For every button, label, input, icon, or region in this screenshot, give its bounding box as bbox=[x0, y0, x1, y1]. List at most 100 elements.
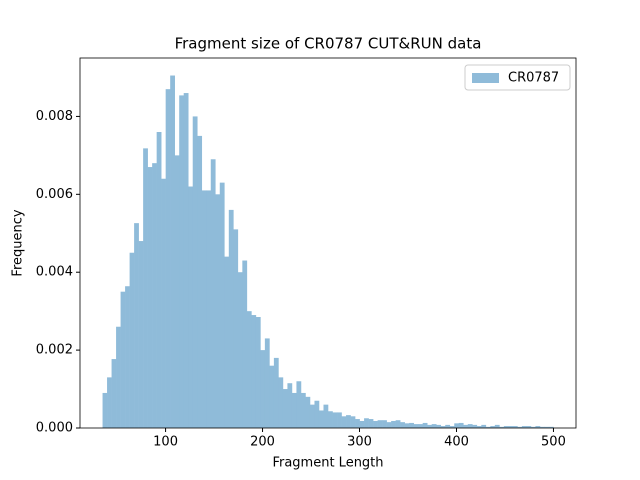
bar bbox=[215, 194, 221, 428]
bar bbox=[242, 260, 248, 428]
bar bbox=[233, 229, 239, 428]
y-tick-label: 0.008 bbox=[36, 109, 73, 124]
bar bbox=[305, 396, 311, 428]
bar bbox=[269, 365, 275, 428]
bar bbox=[318, 410, 324, 428]
bar bbox=[481, 424, 487, 428]
bar bbox=[512, 426, 518, 428]
bar bbox=[373, 420, 378, 428]
bar bbox=[107, 377, 112, 428]
bar bbox=[120, 291, 126, 428]
bar bbox=[382, 420, 387, 428]
bar bbox=[409, 422, 414, 428]
bar bbox=[296, 381, 302, 428]
chart-title: Fragment size of CR0787 CUT&RUN data bbox=[175, 35, 482, 53]
y-axis-label: Frequency bbox=[11, 209, 26, 276]
bar bbox=[530, 426, 536, 428]
bar bbox=[337, 412, 342, 428]
bar bbox=[116, 326, 121, 428]
bar bbox=[377, 420, 383, 428]
bar bbox=[102, 392, 108, 428]
x-tick-label: 500 bbox=[541, 435, 566, 450]
bar bbox=[192, 116, 198, 428]
bar bbox=[395, 420, 401, 428]
bar bbox=[400, 422, 405, 428]
bar bbox=[404, 423, 410, 428]
bar bbox=[246, 311, 252, 428]
bar bbox=[346, 415, 351, 428]
bar bbox=[364, 418, 369, 428]
bar bbox=[472, 424, 478, 428]
bar bbox=[147, 167, 153, 429]
bar bbox=[544, 426, 550, 428]
bar bbox=[179, 95, 185, 429]
bar bbox=[161, 178, 166, 428]
bar bbox=[526, 426, 532, 428]
bar bbox=[309, 404, 315, 428]
y-tick-label: 0.000 bbox=[36, 421, 73, 436]
x-axis-label: Fragment Length bbox=[272, 456, 383, 471]
bar bbox=[156, 132, 162, 428]
bar bbox=[219, 182, 225, 428]
bar bbox=[490, 426, 496, 428]
x-tick-label: 100 bbox=[153, 435, 178, 450]
bar bbox=[264, 338, 270, 428]
bar bbox=[341, 416, 347, 428]
bar bbox=[521, 426, 527, 428]
bar bbox=[273, 357, 279, 428]
bar bbox=[517, 426, 523, 428]
bar bbox=[255, 317, 261, 428]
bar bbox=[463, 424, 469, 428]
bar bbox=[197, 135, 203, 429]
bar bbox=[440, 426, 446, 428]
bar bbox=[485, 426, 491, 428]
bar bbox=[134, 223, 139, 428]
bar bbox=[206, 190, 212, 428]
x-tick-label: 300 bbox=[347, 435, 372, 450]
bar bbox=[323, 404, 329, 428]
bar bbox=[174, 155, 180, 429]
bar bbox=[165, 89, 171, 428]
bar bbox=[332, 412, 338, 428]
bar bbox=[210, 159, 216, 428]
bar bbox=[454, 423, 460, 428]
bar bbox=[350, 416, 356, 428]
bar bbox=[508, 426, 514, 428]
bar bbox=[548, 426, 554, 428]
bar bbox=[287, 383, 293, 428]
bar bbox=[535, 426, 541, 428]
y-tick-label: 0.002 bbox=[36, 343, 73, 358]
bar bbox=[237, 272, 243, 428]
bar bbox=[251, 315, 257, 428]
bar bbox=[260, 350, 266, 428]
bar bbox=[431, 424, 437, 428]
bar bbox=[355, 419, 360, 428]
bar bbox=[224, 256, 230, 428]
bar bbox=[494, 424, 500, 428]
bar bbox=[386, 422, 392, 428]
bar bbox=[418, 424, 423, 428]
bar bbox=[449, 426, 455, 428]
bar bbox=[188, 186, 194, 428]
bar bbox=[300, 392, 306, 428]
bar bbox=[282, 389, 288, 428]
bar bbox=[539, 426, 545, 428]
bar bbox=[467, 424, 473, 428]
bar bbox=[422, 422, 428, 428]
bar bbox=[359, 420, 365, 428]
bar bbox=[291, 392, 297, 428]
bar bbox=[436, 424, 442, 428]
plot-frame bbox=[79, 57, 577, 429]
bar bbox=[445, 424, 451, 428]
bar bbox=[328, 411, 333, 428]
bar bbox=[278, 377, 284, 428]
bar bbox=[413, 424, 419, 428]
x-tick-label: 400 bbox=[444, 435, 469, 450]
bar bbox=[228, 209, 234, 428]
bar bbox=[314, 400, 320, 428]
bar bbox=[391, 420, 396, 428]
y-tick-label: 0.006 bbox=[36, 187, 73, 202]
bar bbox=[503, 426, 509, 428]
legend-label: CR0787 bbox=[508, 71, 559, 86]
